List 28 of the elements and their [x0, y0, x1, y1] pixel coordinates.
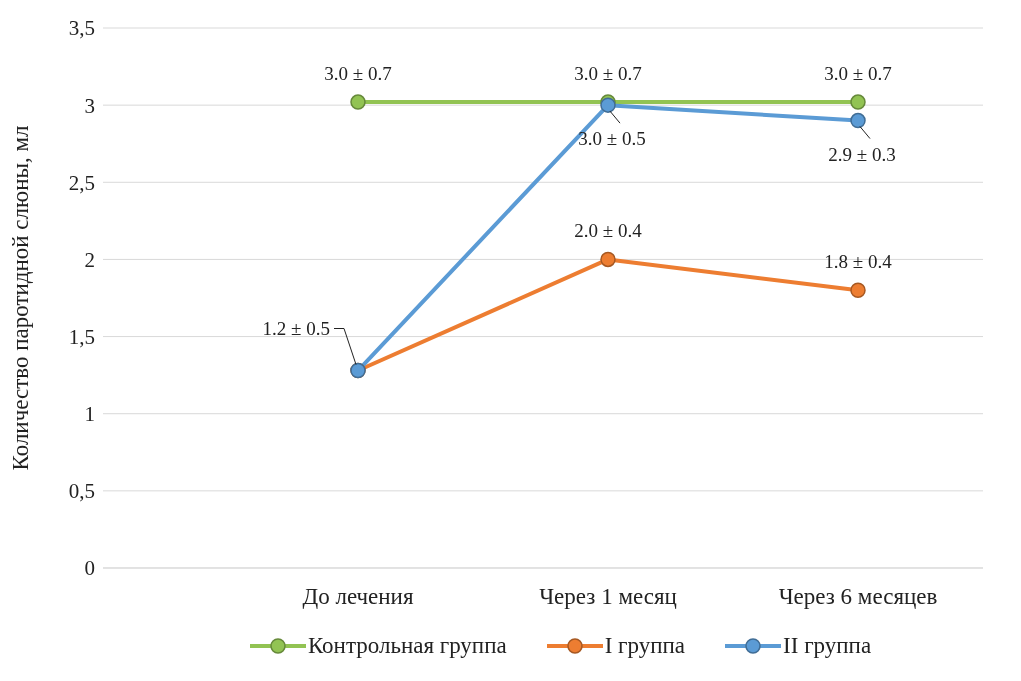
y-tick-label: 0,5	[68, 479, 95, 504]
y-tick-label: 3,5	[68, 16, 95, 41]
y-tick-label: 1	[84, 402, 95, 427]
y-tick-label: 1,5	[68, 325, 95, 350]
point	[850, 112, 866, 129]
annotation: 3.0 ± 0.7	[324, 63, 392, 85]
x-tick-label: Через 6 месяцев	[778, 584, 938, 610]
point	[350, 94, 366, 110]
legend-label: I группа	[604, 633, 686, 659]
y-tick-label: 3	[84, 93, 95, 118]
annotation: 1.2 ± 0.5	[262, 317, 330, 339]
point	[850, 94, 866, 110]
x-tick-label: До лечения	[302, 584, 414, 610]
annotation: 3.0 ± 0.7	[574, 63, 642, 85]
annotation: 3.0 ± 0.5	[578, 128, 646, 150]
y-axis-title: Количество паротидной слюны, мл	[8, 125, 34, 471]
annotation: 1.8 ± 0.4	[824, 251, 893, 273]
annotation: 2.9 ± 0.3	[828, 143, 896, 165]
legend-label: Контрольная группа	[307, 633, 507, 659]
annotation: 3.0 ± 0.7	[824, 63, 892, 85]
point	[850, 282, 866, 299]
x-tick-label: Через 1 месяц	[539, 584, 677, 610]
point	[600, 251, 616, 268]
legend-label: II группа	[783, 633, 872, 659]
annotation: 2.0 ± 0.4	[574, 220, 643, 242]
y-tick-label: 0	[84, 556, 95, 581]
y-tick-label: 2	[84, 247, 95, 272]
y-tick-label: 2,5	[68, 170, 95, 195]
